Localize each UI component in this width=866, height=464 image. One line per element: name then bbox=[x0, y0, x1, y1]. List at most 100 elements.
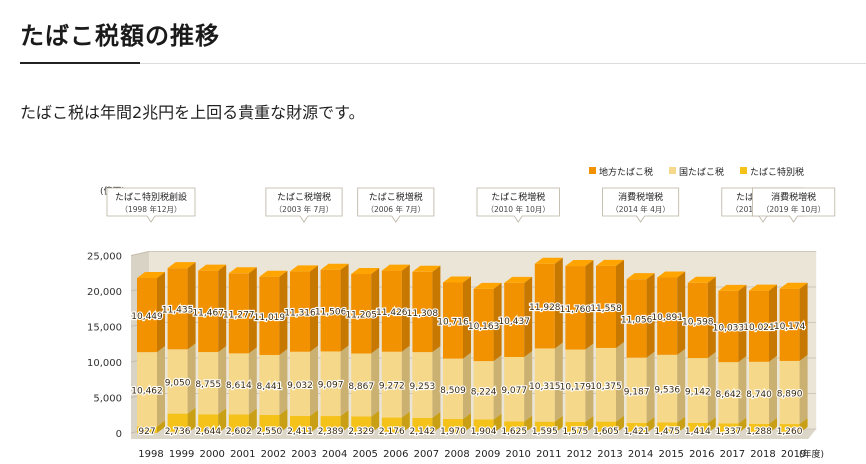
data-label: 10,449 bbox=[131, 312, 163, 322]
bar-segment bbox=[381, 351, 402, 418]
bar-segment-side bbox=[371, 347, 380, 417]
data-label: 10,462 bbox=[131, 386, 163, 396]
bar-segment bbox=[596, 265, 616, 348]
bar-top bbox=[351, 267, 380, 274]
bar-segment-side bbox=[738, 417, 747, 433]
bar-segment-side bbox=[279, 348, 288, 415]
x-tick-label: 2019 bbox=[781, 449, 806, 460]
data-label: 2,411 bbox=[287, 427, 313, 437]
bar-segment-side bbox=[340, 263, 349, 352]
bar-segment bbox=[565, 266, 586, 350]
y-tick-label: 15,000 bbox=[87, 323, 122, 334]
data-label: 1,605 bbox=[593, 427, 619, 437]
bar-segment-side bbox=[677, 348, 686, 423]
bar-segment-side bbox=[769, 355, 777, 424]
annotation-date: （2003 年 7月） bbox=[275, 204, 334, 214]
data-label: 10,033 bbox=[713, 324, 745, 334]
bar-segment bbox=[167, 413, 188, 433]
bar-segment bbox=[596, 347, 616, 422]
y-tick-label: 25,000 bbox=[87, 252, 122, 263]
x-tick-label: 2015 bbox=[658, 449, 683, 460]
bar-segment-side bbox=[585, 260, 594, 350]
data-label: 2,389 bbox=[318, 427, 344, 437]
annotation-callout bbox=[476, 187, 560, 223]
data-label: 9,272 bbox=[379, 382, 405, 392]
bar-segment-side bbox=[616, 341, 624, 422]
bar-segment-side bbox=[310, 265, 318, 352]
data-label: 8,614 bbox=[226, 381, 252, 391]
bar-top bbox=[596, 259, 624, 266]
x-tick-label: 2007 bbox=[414, 449, 439, 460]
bar-top bbox=[504, 276, 533, 283]
data-label: 1,904 bbox=[471, 427, 497, 437]
data-label: 10,437 bbox=[498, 317, 530, 327]
bar-segment bbox=[534, 421, 555, 433]
data-label: 11,435 bbox=[162, 306, 194, 316]
x-tick-label: 2009 bbox=[475, 449, 500, 460]
bar-segment-side bbox=[493, 413, 502, 433]
bar-top bbox=[687, 276, 716, 283]
bar-segment-side bbox=[646, 273, 655, 358]
bar-segment bbox=[351, 273, 372, 354]
data-label: 10,174 bbox=[774, 322, 806, 332]
data-label: 2,736 bbox=[165, 427, 191, 437]
bar-segment-side bbox=[432, 265, 441, 353]
bar-segment bbox=[473, 288, 494, 362]
data-label: 8,740 bbox=[746, 390, 772, 400]
bar-segment-side bbox=[248, 267, 257, 354]
bar-segment bbox=[198, 352, 219, 415]
bar-segment-side bbox=[187, 343, 196, 414]
bar-segment bbox=[779, 288, 800, 361]
data-label: 8,755 bbox=[195, 380, 221, 390]
bar-segment-side bbox=[432, 411, 441, 433]
lead-text: たばこ税は年間2兆円を上回る貴重な財源です。 bbox=[20, 103, 365, 122]
bar-segment bbox=[565, 349, 586, 422]
bar-segment-side bbox=[248, 347, 257, 415]
bar-segment-side bbox=[585, 415, 594, 433]
bar-segment-side bbox=[371, 267, 380, 354]
annotation-date: （2014 年 4月） bbox=[611, 204, 670, 214]
legend-swatch bbox=[740, 167, 747, 174]
data-label: 11,056 bbox=[621, 315, 653, 325]
data-label: 10,021 bbox=[743, 323, 775, 333]
x-tick-label: 2014 bbox=[628, 449, 653, 460]
data-label: 2,550 bbox=[257, 427, 283, 437]
data-label: 10,891 bbox=[651, 313, 683, 323]
bar-segment bbox=[626, 279, 647, 358]
bar-segment bbox=[443, 282, 463, 359]
data-label: 9,253 bbox=[410, 382, 436, 392]
bar-segment bbox=[290, 271, 310, 352]
bar-segment-side bbox=[371, 410, 380, 433]
data-label: 9,536 bbox=[654, 386, 680, 396]
bar-segment-side bbox=[463, 352, 471, 420]
annotation-title: たばこ税増税 bbox=[491, 191, 545, 203]
bar-segment-side bbox=[524, 351, 533, 422]
data-label: 10,163 bbox=[468, 322, 500, 332]
data-label: 1,288 bbox=[746, 427, 772, 437]
annotation-title: 消費税増税 bbox=[771, 191, 816, 203]
data-label: 2,176 bbox=[379, 427, 405, 437]
bar-segment bbox=[320, 269, 341, 352]
bar-segment-side bbox=[187, 407, 196, 433]
data-label: 9,187 bbox=[624, 387, 650, 397]
bar-segment bbox=[137, 277, 157, 353]
bar-segment bbox=[687, 422, 708, 433]
title-divider-accent bbox=[20, 62, 140, 64]
bar-segment-side bbox=[646, 416, 655, 433]
data-label: 11,467 bbox=[192, 308, 224, 318]
x-axis-suffix: (年度) bbox=[799, 448, 824, 460]
annotation-callout bbox=[752, 187, 836, 223]
legend-swatch bbox=[669, 167, 676, 174]
gridline-side bbox=[130, 251, 150, 256]
data-label: 1,970 bbox=[440, 427, 466, 437]
data-label: 11,558 bbox=[590, 304, 622, 314]
data-label: 10,716 bbox=[437, 318, 469, 328]
bar-top bbox=[718, 284, 747, 291]
bar-segment-side bbox=[616, 415, 624, 433]
bar-segment-side bbox=[493, 355, 502, 420]
annotation-date: （2010 年 10月） bbox=[486, 204, 549, 214]
bar-segment bbox=[657, 354, 678, 423]
bar-top bbox=[320, 263, 349, 270]
x-tick-label: 2006 bbox=[383, 449, 408, 460]
